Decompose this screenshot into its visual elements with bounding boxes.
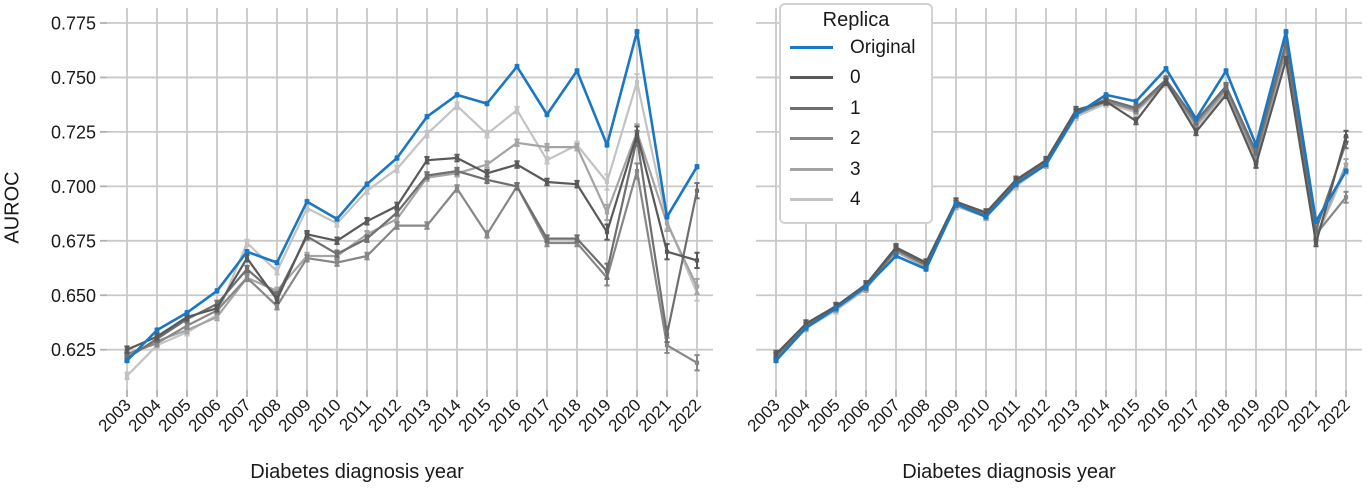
- x-tick-label: 2009: [275, 395, 315, 435]
- x-tick-label: 2010: [305, 395, 345, 435]
- x-tick-label: 2020: [1254, 395, 1294, 435]
- x-tick-label: 2007: [864, 395, 904, 435]
- x-tick-label: 2006: [185, 395, 225, 435]
- x-axis-title-left: Diabetes diagnosis year: [250, 461, 464, 483]
- legend-item-label: Original: [850, 36, 916, 58]
- x-tick-label: 2019: [575, 395, 615, 435]
- series-original: [124, 28, 700, 364]
- x-tick-label: 2013: [395, 395, 435, 435]
- y-axis-title: AUROC: [1, 171, 24, 244]
- x-tick-label: 2010: [954, 395, 994, 435]
- x-tick-label: 2004: [125, 395, 165, 435]
- legend-swatch-4: [790, 198, 833, 202]
- legend-item-4: 4: [781, 185, 931, 216]
- y-tick-label: 0.775: [51, 14, 96, 34]
- x-tick-label: 2015: [455, 395, 495, 435]
- y-tick-label: 0.650: [51, 286, 96, 306]
- legend-title: Replica: [822, 9, 890, 31]
- x-tick-label: 2018: [1194, 395, 1234, 435]
- legend-item-0: 0: [781, 63, 931, 94]
- x-tick-label: 2022: [665, 395, 705, 435]
- x-tick-label: 2003: [744, 395, 784, 435]
- y-tick-label: 0.700: [51, 177, 96, 197]
- x-tick-label: 2016: [1134, 395, 1174, 435]
- x-tick-label: 2018: [545, 395, 585, 435]
- x-tick-label: 2008: [245, 395, 285, 435]
- legend-item-1: 1: [781, 93, 931, 124]
- x-tick-label: 2017: [515, 395, 555, 435]
- x-tick-label: 2006: [834, 395, 874, 435]
- x-tick-label: 2009: [924, 395, 964, 435]
- x-tick-label: 2022: [1314, 395, 1354, 435]
- legend-box: Replica Original 0 1 2 3 4: [779, 3, 933, 224]
- legend-item-2: 2: [781, 124, 931, 155]
- legend-item-label: 1: [850, 97, 861, 119]
- x-tick-label: 2008: [894, 395, 934, 435]
- x-tick-label: 2019: [1224, 395, 1264, 435]
- x-tick-label: 2014: [1074, 395, 1114, 435]
- legend-swatch-1: [790, 106, 833, 110]
- x-tick-label: 2020: [605, 395, 645, 435]
- x-tick-label: 2003: [95, 395, 135, 435]
- x-tick-labels: 2003200420052006200720082009201020112012…: [744, 395, 1354, 435]
- gridlines: [100, 8, 713, 397]
- legend-item-label: 0: [850, 67, 861, 89]
- legend-item-label: 3: [850, 158, 861, 180]
- series-replica-0: [124, 125, 700, 354]
- x-tick-label: 2012: [1014, 395, 1054, 435]
- legend-rows: Original 0 1 2 3 4: [781, 32, 931, 215]
- y-tick-label: 0.625: [51, 340, 96, 360]
- legend-swatch-original: [790, 45, 833, 49]
- x-tick-label: 2015: [1104, 395, 1144, 435]
- x-tick-label: 2005: [804, 395, 844, 435]
- x-tick-label: 2016: [485, 395, 525, 435]
- legend-swatch-2: [790, 137, 833, 141]
- legend-swatch-0: [790, 76, 833, 80]
- legend-item-3: 3: [781, 154, 931, 185]
- x-tick-label: 2014: [425, 395, 465, 435]
- x-tick-label: 2013: [1044, 395, 1084, 435]
- series-original: [773, 28, 1349, 364]
- x-tick-label: 2021: [635, 395, 675, 435]
- y-tick-label: 0.725: [51, 122, 96, 142]
- x-tick-labels: 2003200420052006200720082009201020112012…: [95, 395, 705, 435]
- series-replica-1: [124, 129, 700, 363]
- x-tick-label: 2007: [215, 395, 255, 435]
- y-tick-labels: 0.775 0.750 0.725 0.700 0.675 0.650 0.625: [51, 14, 96, 361]
- y-tick-label: 0.675: [51, 231, 96, 251]
- legend-item-label: 4: [850, 189, 861, 211]
- panel-left: 0.7750.7500.7250.7000.6750.6500.62520032…: [51, 8, 713, 436]
- x-tick-label: 2005: [155, 395, 195, 435]
- series-replica-2: [124, 162, 700, 372]
- x-tick-label: 2004: [774, 395, 814, 435]
- x-tick-label: 2011: [985, 395, 1024, 434]
- x-tick-label: 2017: [1164, 395, 1204, 435]
- x-tick-label: 2021: [1284, 395, 1324, 435]
- legend-swatch-3: [790, 167, 833, 171]
- y-tick-label: 0.750: [51, 68, 96, 88]
- legend-item-label: 2: [850, 128, 861, 150]
- x-tick-label: 2011: [336, 395, 375, 434]
- x-axis-title-right: Diabetes diagnosis year: [902, 461, 1116, 483]
- legend-item-original: Original: [781, 32, 931, 63]
- x-tick-label: 2012: [365, 395, 405, 435]
